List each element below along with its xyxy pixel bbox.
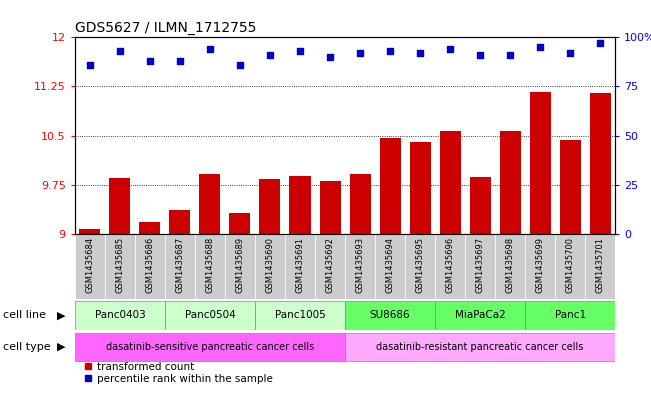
Text: GSM1435700: GSM1435700 — [566, 237, 575, 293]
Bar — [585, 234, 615, 299]
Bar — [109, 178, 130, 393]
Text: cell line: cell line — [3, 310, 46, 320]
Text: GSM1435697: GSM1435697 — [476, 237, 484, 293]
Point — [445, 46, 455, 52]
Text: GSM1435684: GSM1435684 — [85, 237, 94, 293]
Text: GSM1435688: GSM1435688 — [206, 237, 214, 293]
Bar — [530, 92, 551, 393]
Bar — [139, 222, 160, 393]
Bar — [169, 209, 191, 393]
Bar — [285, 234, 315, 299]
Bar — [439, 131, 461, 393]
Bar — [409, 142, 430, 393]
Bar — [495, 234, 525, 299]
Bar — [435, 301, 525, 329]
Bar — [225, 234, 255, 299]
Bar — [135, 234, 165, 299]
Text: GSM1435686: GSM1435686 — [145, 237, 154, 293]
Text: ▶: ▶ — [57, 342, 66, 352]
Text: MiaPaCa2: MiaPaCa2 — [455, 310, 505, 320]
Text: GSM1435692: GSM1435692 — [326, 237, 335, 293]
Bar — [350, 174, 370, 393]
Text: GSM1435698: GSM1435698 — [506, 237, 515, 293]
Bar — [590, 93, 611, 393]
Text: dasatinib-resistant pancreatic cancer cells: dasatinib-resistant pancreatic cancer ce… — [376, 342, 584, 352]
Text: cell type: cell type — [3, 342, 51, 352]
Text: GSM1435694: GSM1435694 — [385, 237, 395, 293]
Text: SU8686: SU8686 — [370, 310, 410, 320]
Bar — [315, 234, 345, 299]
Point — [235, 62, 245, 68]
Bar — [255, 301, 345, 329]
Bar — [375, 234, 405, 299]
Text: GDS5627 / ILMN_1712755: GDS5627 / ILMN_1712755 — [75, 21, 256, 35]
Bar — [79, 229, 100, 393]
Bar — [499, 131, 521, 393]
Point — [565, 50, 575, 56]
Text: GSM1435687: GSM1435687 — [175, 237, 184, 293]
Text: GSM1435695: GSM1435695 — [415, 237, 424, 293]
Text: GSM1435691: GSM1435691 — [296, 237, 305, 293]
Bar — [165, 301, 255, 329]
Bar — [195, 234, 225, 299]
Point — [475, 52, 485, 58]
Point — [145, 58, 155, 64]
Point — [355, 50, 365, 56]
Bar — [255, 234, 285, 299]
Text: GSM1435689: GSM1435689 — [236, 237, 245, 293]
Bar — [380, 138, 400, 393]
Text: GSM1435690: GSM1435690 — [266, 237, 275, 293]
Bar — [465, 234, 495, 299]
Text: GSM1435701: GSM1435701 — [596, 237, 605, 293]
Bar — [345, 234, 375, 299]
Point — [385, 48, 395, 54]
Point — [415, 50, 425, 56]
Text: Panc1005: Panc1005 — [275, 310, 326, 320]
Bar — [525, 301, 615, 329]
Bar — [75, 332, 345, 361]
Bar — [290, 176, 311, 393]
Text: GSM1435693: GSM1435693 — [355, 237, 365, 293]
Bar — [229, 213, 251, 393]
Bar — [75, 234, 105, 299]
Bar — [75, 301, 165, 329]
Bar — [405, 234, 435, 299]
Text: Panc0403: Panc0403 — [94, 310, 145, 320]
Point — [115, 48, 125, 54]
Bar — [199, 174, 221, 393]
Point — [535, 44, 546, 50]
Bar — [435, 234, 465, 299]
Bar — [555, 234, 585, 299]
Point — [174, 58, 185, 64]
Bar — [469, 177, 491, 393]
Bar — [345, 332, 615, 361]
Point — [295, 48, 305, 54]
Bar — [525, 234, 555, 299]
Text: dasatinib-sensitive pancreatic cancer cells: dasatinib-sensitive pancreatic cancer ce… — [106, 342, 314, 352]
Bar — [560, 140, 581, 393]
Point — [265, 52, 275, 58]
Text: Panc1: Panc1 — [555, 310, 586, 320]
Text: ▶: ▶ — [57, 310, 66, 320]
Bar — [345, 301, 435, 329]
Bar — [105, 234, 135, 299]
Legend: transformed count, percentile rank within the sample: transformed count, percentile rank withi… — [80, 357, 277, 388]
Point — [85, 62, 95, 68]
Text: GSM1435699: GSM1435699 — [536, 237, 545, 293]
Text: GSM1435685: GSM1435685 — [115, 237, 124, 293]
Text: GSM1435696: GSM1435696 — [445, 237, 454, 293]
Point — [204, 46, 215, 52]
Point — [505, 52, 516, 58]
Text: Panc0504: Panc0504 — [185, 310, 235, 320]
Point — [325, 54, 335, 60]
Bar — [320, 181, 340, 393]
Bar — [260, 180, 281, 393]
Point — [595, 40, 605, 46]
Bar — [165, 234, 195, 299]
